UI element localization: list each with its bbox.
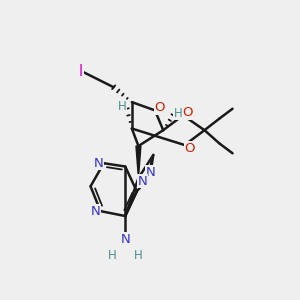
Text: H: H bbox=[108, 249, 116, 262]
Text: N: N bbox=[120, 233, 130, 246]
Text: H: H bbox=[174, 107, 182, 120]
Text: N: N bbox=[94, 157, 104, 170]
Text: N: N bbox=[91, 205, 100, 218]
Text: H: H bbox=[118, 100, 126, 113]
Text: H: H bbox=[134, 249, 143, 262]
Text: I: I bbox=[79, 64, 83, 79]
Polygon shape bbox=[136, 146, 141, 178]
Text: O: O bbox=[155, 101, 165, 114]
Text: O: O bbox=[183, 106, 193, 119]
Text: O: O bbox=[184, 142, 195, 154]
Text: N: N bbox=[137, 175, 147, 188]
Text: N: N bbox=[146, 166, 156, 179]
